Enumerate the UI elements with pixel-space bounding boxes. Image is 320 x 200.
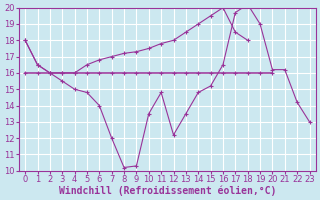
X-axis label: Windchill (Refroidissement éolien,°C): Windchill (Refroidissement éolien,°C)	[59, 185, 276, 196]
